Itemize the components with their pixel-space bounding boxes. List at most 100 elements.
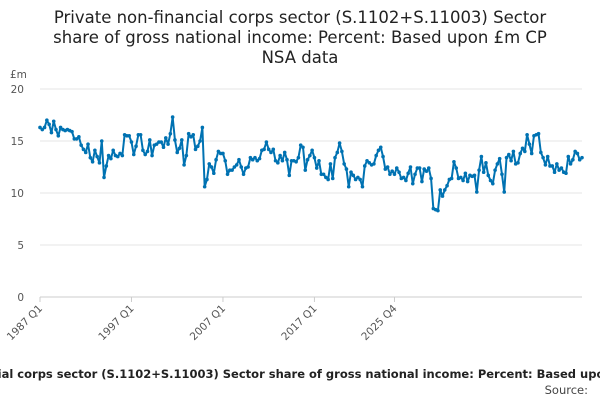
data-point[interactable] xyxy=(566,154,571,159)
data-point[interactable] xyxy=(310,148,314,153)
data-point[interactable] xyxy=(308,153,312,158)
data-point[interactable] xyxy=(134,144,138,148)
data-point[interactable] xyxy=(365,158,369,163)
data-point[interactable] xyxy=(550,164,555,168)
data-point[interactable] xyxy=(438,188,443,192)
data-point[interactable] xyxy=(525,132,529,137)
data-point[interactable] xyxy=(70,129,74,134)
data-point[interactable] xyxy=(106,153,111,158)
data-point[interactable] xyxy=(294,160,298,164)
data-point[interactable] xyxy=(214,157,218,162)
data-point[interactable] xyxy=(86,142,90,146)
data-point[interactable] xyxy=(445,183,449,188)
data-point[interactable] xyxy=(420,179,424,184)
data-point[interactable] xyxy=(253,155,257,160)
data-point[interactable] xyxy=(388,172,392,177)
data-point[interactable] xyxy=(442,188,447,192)
data-point[interactable] xyxy=(42,125,47,130)
data-point[interactable] xyxy=(264,140,269,144)
data-point[interactable] xyxy=(493,168,497,172)
data-point[interactable] xyxy=(93,148,97,153)
data-point[interactable] xyxy=(269,150,273,155)
data-point[interactable] xyxy=(358,177,362,182)
data-point[interactable] xyxy=(502,190,507,194)
data-point[interactable] xyxy=(360,184,365,189)
data-point[interactable] xyxy=(491,181,495,186)
data-point[interactable] xyxy=(241,172,246,177)
data-point[interactable] xyxy=(555,162,559,166)
data-point[interactable] xyxy=(301,145,305,150)
data-point[interactable] xyxy=(179,138,184,142)
data-point[interactable] xyxy=(335,150,340,155)
data-point[interactable] xyxy=(477,168,481,172)
data-point[interactable] xyxy=(488,178,493,183)
data-point[interactable] xyxy=(495,162,500,166)
data-point[interactable] xyxy=(344,167,349,171)
data-point[interactable] xyxy=(527,142,532,146)
data-point[interactable] xyxy=(500,172,504,177)
data-point[interactable] xyxy=(571,157,575,162)
data-point[interactable] xyxy=(383,167,388,171)
data-point[interactable] xyxy=(417,166,422,170)
data-point[interactable] xyxy=(232,165,237,169)
data-point[interactable] xyxy=(330,176,335,181)
data-point[interactable] xyxy=(479,154,484,159)
data-point[interactable] xyxy=(461,178,465,183)
data-point[interactable] xyxy=(573,149,577,154)
data-point[interactable] xyxy=(109,156,113,161)
data-point[interactable] xyxy=(184,153,189,158)
data-point[interactable] xyxy=(141,148,145,153)
data-point[interactable] xyxy=(173,138,177,142)
data-point[interactable] xyxy=(436,208,440,213)
data-point[interactable] xyxy=(475,190,479,194)
data-point[interactable] xyxy=(529,151,534,156)
data-point[interactable] xyxy=(372,162,376,166)
data-point[interactable] xyxy=(166,142,170,146)
data-point[interactable] xyxy=(216,149,221,154)
data-point[interactable] xyxy=(196,144,200,148)
data-point[interactable] xyxy=(312,155,317,160)
data-point[interactable] xyxy=(333,155,337,160)
data-point[interactable] xyxy=(154,142,159,146)
data-point[interactable] xyxy=(285,157,289,162)
data-point[interactable] xyxy=(239,165,244,169)
data-point[interactable] xyxy=(484,161,488,165)
data-point[interactable] xyxy=(182,163,186,167)
data-point[interactable] xyxy=(205,177,209,182)
data-point[interactable] xyxy=(56,134,61,138)
data-point[interactable] xyxy=(45,118,49,122)
data-point[interactable] xyxy=(257,156,262,161)
data-point[interactable] xyxy=(511,149,516,154)
data-point[interactable] xyxy=(536,131,541,136)
data-point[interactable] xyxy=(198,139,202,143)
data-point[interactable] xyxy=(212,171,216,176)
data-point[interactable] xyxy=(516,161,520,165)
data-point[interactable] xyxy=(51,119,56,124)
data-point[interactable] xyxy=(557,168,561,172)
data-point[interactable] xyxy=(143,152,147,157)
data-point[interactable] xyxy=(317,158,321,163)
data-point[interactable] xyxy=(552,170,557,174)
data-point[interactable] xyxy=(127,134,131,138)
data-point[interactable] xyxy=(422,167,427,171)
data-point[interactable] xyxy=(568,162,573,166)
data-point[interactable] xyxy=(83,150,88,155)
data-point[interactable] xyxy=(115,154,120,159)
data-point[interactable] xyxy=(564,171,568,176)
data-point[interactable] xyxy=(159,140,164,144)
data-point[interactable] xyxy=(374,153,378,158)
data-point[interactable] xyxy=(246,165,250,169)
data-point[interactable] xyxy=(255,158,260,163)
data-point[interactable] xyxy=(150,153,154,158)
data-point[interactable] xyxy=(543,163,548,167)
data-point[interactable] xyxy=(541,155,545,160)
data-point[interactable] xyxy=(191,132,196,137)
data-point[interactable] xyxy=(209,165,214,169)
data-point[interactable] xyxy=(102,175,106,180)
data-point[interactable] xyxy=(221,151,225,156)
data-point[interactable] xyxy=(497,156,502,161)
data-point[interactable] xyxy=(47,122,51,127)
data-point[interactable] xyxy=(177,146,182,151)
data-point[interactable] xyxy=(314,166,319,170)
data-point[interactable] xyxy=(250,157,255,162)
